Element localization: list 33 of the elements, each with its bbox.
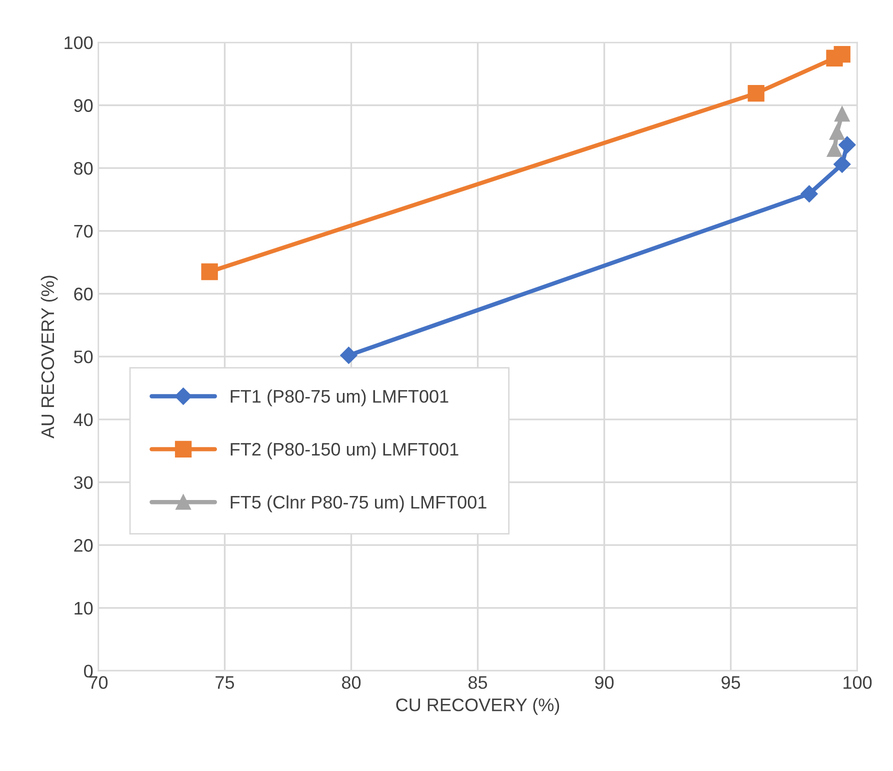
y-tick-label: 10: [74, 602, 93, 615]
point: [826, 142, 842, 157]
point: [800, 185, 818, 202]
point: [834, 46, 850, 63]
legend-label: FT5 (Clnr P80-75 um) LMFT001: [230, 495, 486, 512]
x-tick-label: 90: [595, 676, 614, 689]
y-tick-label: 70: [74, 224, 93, 238]
x-tick-label: 100: [844, 676, 872, 689]
y-tick-label: 100: [64, 36, 93, 50]
x-tick-label: 80: [342, 676, 361, 689]
point: [829, 124, 845, 140]
x-tick-label: 95: [722, 676, 740, 689]
y-tick-label: 50: [74, 350, 93, 364]
legend-label: FT1 (P80-75 um) LMFT001: [230, 389, 448, 406]
y-tick-label: 20: [74, 539, 93, 552]
point: [834, 156, 851, 173]
y-tick-label: 0: [84, 664, 93, 678]
point: [748, 84, 764, 102]
y-tick-label: 90: [74, 99, 93, 112]
x-tick-label: 70: [89, 676, 108, 689]
point: [340, 346, 358, 364]
point: [834, 106, 850, 122]
y-axis-title: AU RECOVERY (%): [40, 276, 58, 438]
y-tick-label: 40: [74, 413, 93, 426]
x-tick-label: 85: [468, 676, 488, 689]
point: [201, 263, 218, 280]
y-tick-label: 80: [74, 162, 93, 175]
x-axis-title: CU RECOVERY (%): [396, 698, 560, 715]
legend-label: FT2 (P80-150 um) LMFT001: [230, 442, 458, 460]
point: [838, 136, 856, 154]
y-tick-label: 30: [74, 476, 93, 489]
x-tick-label: 75: [216, 676, 234, 689]
y-tick-label: 60: [74, 288, 93, 300]
